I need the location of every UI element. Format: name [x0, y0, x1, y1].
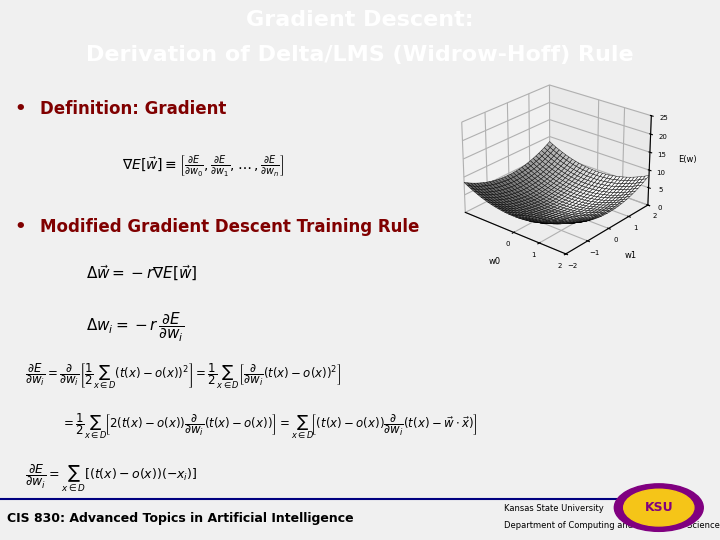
Text: Gradient Descent:: Gradient Descent:	[246, 10, 474, 30]
Ellipse shape	[624, 489, 694, 526]
Text: $\Delta w_i = -r\,\dfrac{\partial E}{\partial w_i}$: $\Delta w_i = -r\,\dfrac{\partial E}{\pa…	[86, 310, 185, 344]
Ellipse shape	[614, 484, 703, 531]
Text: $\nabla E[\vec{w}] \equiv \left[\frac{\partial E}{\partial w_0},\frac{\partial E: $\nabla E[\vec{w}] \equiv \left[\frac{\p…	[122, 154, 285, 179]
Text: •: •	[14, 100, 26, 118]
Text: $\Delta\vec{w} = -r\nabla E[\vec{w}]$: $\Delta\vec{w} = -r\nabla E[\vec{w}]$	[86, 264, 198, 284]
Text: Derivation of Delta/LMS (Widrow-Hoff) Rule: Derivation of Delta/LMS (Widrow-Hoff) Ru…	[86, 45, 634, 65]
Text: $= \dfrac{1}{2}\sum_{x\in D}\!\left[2(t(x)-o(x))\dfrac{\partial}{\partial w_i}(t: $= \dfrac{1}{2}\sum_{x\in D}\!\left[2(t(…	[61, 411, 478, 441]
Text: Department of Computing and Information Sciences: Department of Computing and Information …	[504, 521, 720, 530]
Text: Kansas State University: Kansas State University	[504, 504, 604, 513]
Text: •: •	[14, 218, 26, 235]
Text: $\dfrac{\partial E}{\partial w_i} = \sum_{x\in D}[(t(x)-o(x))(-x_i)]$: $\dfrac{\partial E}{\partial w_i} = \sum…	[25, 462, 197, 494]
Text: KSU: KSU	[644, 501, 673, 514]
Text: $\dfrac{\partial E}{\partial w_i} = \dfrac{\partial}{\partial w_i}\left[\dfrac{1: $\dfrac{\partial E}{\partial w_i} = \dfr…	[25, 361, 342, 391]
Text: CIS 830: Advanced Topics in Artificial Intelligence: CIS 830: Advanced Topics in Artificial I…	[7, 511, 354, 525]
Text: Modified Gradient Descent Training Rule: Modified Gradient Descent Training Rule	[40, 218, 419, 235]
Y-axis label: w1: w1	[624, 251, 636, 260]
Text: Definition: Gradient: Definition: Gradient	[40, 100, 226, 118]
X-axis label: w0: w0	[489, 257, 501, 266]
